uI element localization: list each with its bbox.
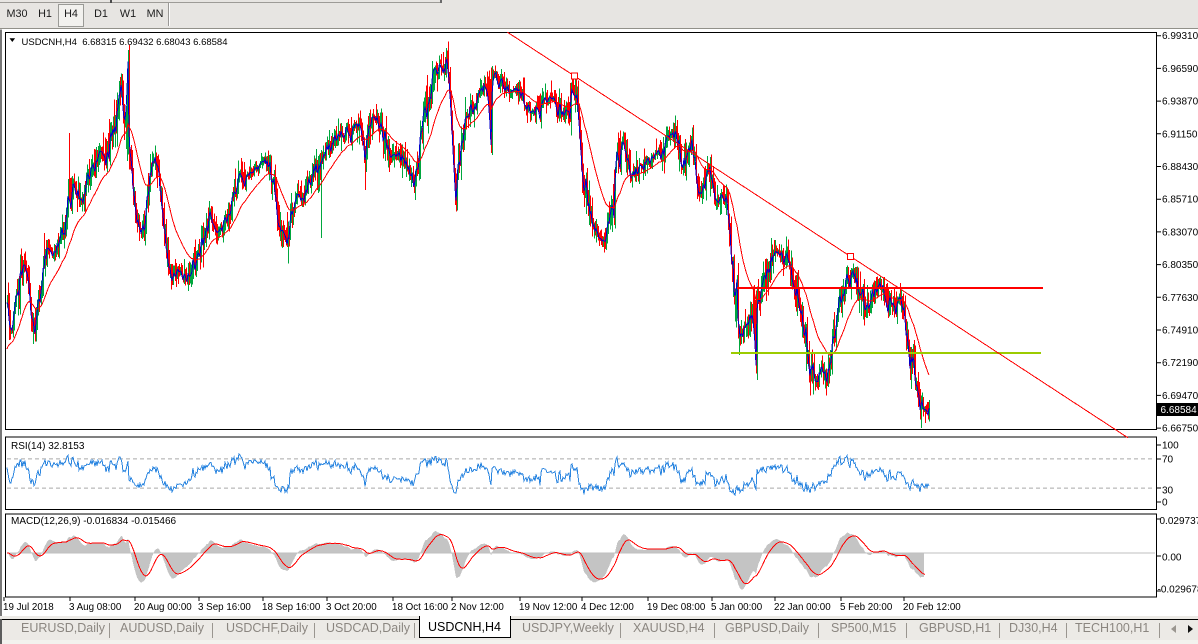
svg-text:19 Dec 08:00: 19 Dec 08:00 bbox=[647, 602, 706, 613]
svg-text:6.99310: 6.99310 bbox=[1162, 31, 1198, 42]
svg-text:20 Feb 12:00: 20 Feb 12:00 bbox=[903, 602, 961, 613]
svg-text:6.91150: 6.91150 bbox=[1162, 129, 1198, 140]
svg-text:6.68584: 6.68584 bbox=[1161, 405, 1198, 416]
svg-text:6.66750: 6.66750 bbox=[1162, 424, 1198, 435]
svg-text:3 Oct 20:00: 3 Oct 20:00 bbox=[326, 602, 377, 613]
svg-text:6.74910: 6.74910 bbox=[1162, 326, 1198, 337]
svg-text:6.83070: 6.83070 bbox=[1162, 227, 1198, 238]
svg-text:18 Sep 16:00: 18 Sep 16:00 bbox=[262, 602, 321, 613]
svg-text:4 Dec 12:00: 4 Dec 12:00 bbox=[581, 602, 634, 613]
svg-text:2 Nov 12:00: 2 Nov 12:00 bbox=[451, 602, 504, 613]
svg-text:6.93870: 6.93870 bbox=[1162, 97, 1198, 108]
svg-text:3 Aug 08:00: 3 Aug 08:00 bbox=[69, 602, 122, 613]
svg-text:0.00: 0.00 bbox=[1162, 553, 1182, 564]
svg-text:USDCNH,H4 6.68315 6.69432 6.6: USDCNH,H4 6.68315 6.69432 6.68043 6.6858… bbox=[22, 37, 228, 48]
svg-text:20 Aug 00:00: 20 Aug 00:00 bbox=[134, 602, 192, 613]
svg-text:0.029737: 0.029737 bbox=[1160, 516, 1198, 527]
svg-text:6.85710: 6.85710 bbox=[1162, 195, 1198, 206]
svg-text:30: 30 bbox=[1162, 486, 1174, 497]
svg-text:6.88430: 6.88430 bbox=[1162, 162, 1198, 173]
svg-text:0: 0 bbox=[1162, 498, 1168, 509]
svg-text:MACD(12,26,9) -0.016834 -0.015: MACD(12,26,9) -0.016834 -0.015466 bbox=[11, 516, 177, 527]
svg-text:6.77630: 6.77630 bbox=[1162, 293, 1198, 304]
svg-text:19 Nov 12:00: 19 Nov 12:00 bbox=[519, 602, 578, 613]
svg-text:6.96590: 6.96590 bbox=[1162, 64, 1198, 75]
svg-text:3 Sep 16:00: 3 Sep 16:00 bbox=[198, 602, 251, 613]
svg-text:22 Jan 00:00: 22 Jan 00:00 bbox=[774, 602, 831, 613]
svg-text:RSI(14) 32.8153: RSI(14) 32.8153 bbox=[11, 441, 85, 452]
svg-text:-0.029678: -0.029678 bbox=[1158, 585, 1198, 596]
svg-text:5 Jan 00:00: 5 Jan 00:00 bbox=[711, 602, 763, 613]
svg-text:6.80350: 6.80350 bbox=[1162, 260, 1198, 271]
svg-text:70: 70 bbox=[1162, 455, 1174, 466]
svg-text:5 Feb 20:00: 5 Feb 20:00 bbox=[840, 602, 893, 613]
svg-text:19 Jul 2018: 19 Jul 2018 bbox=[3, 602, 54, 613]
svg-text:100: 100 bbox=[1162, 441, 1179, 452]
svg-text:18 Oct 16:00: 18 Oct 16:00 bbox=[392, 602, 449, 613]
svg-text:6.69470: 6.69470 bbox=[1162, 391, 1198, 402]
svg-text:6.72190: 6.72190 bbox=[1162, 358, 1198, 369]
